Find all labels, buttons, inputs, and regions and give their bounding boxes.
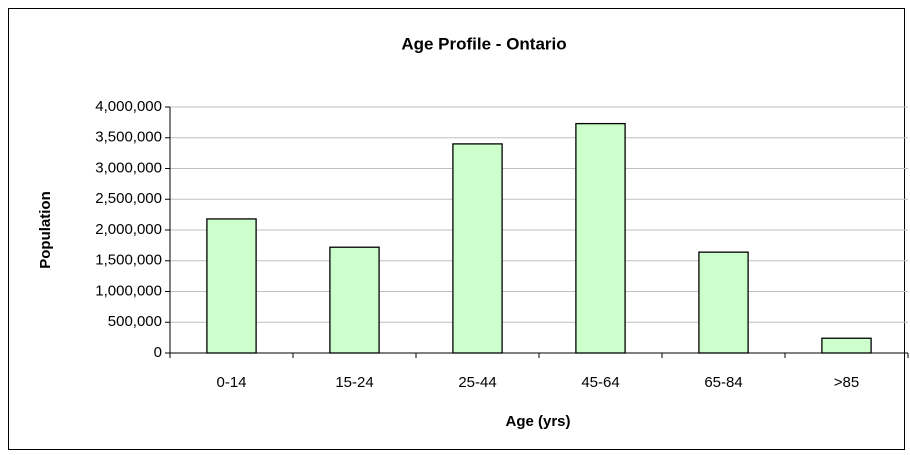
bar (206, 218, 257, 354)
x-tick-label: 25-44 (458, 374, 496, 391)
y-tick-label: 2,000,000 (95, 221, 162, 238)
chart-title: Age Profile - Ontario (401, 34, 566, 53)
bar (698, 251, 749, 354)
x-tick-label: 15-24 (335, 374, 373, 391)
y-axis-label: Population (37, 191, 54, 269)
bar (329, 246, 380, 354)
y-tick-label: 4,000,000 (95, 98, 162, 115)
y-tick-label: 3,000,000 (95, 159, 162, 176)
bar (575, 122, 626, 354)
y-tick-label: 3,500,000 (95, 129, 162, 146)
y-tick-label: 2,500,000 (95, 190, 162, 207)
y-tick-label: 1,000,000 (95, 282, 162, 299)
bar (821, 337, 872, 354)
x-tick-label: >85 (834, 374, 859, 391)
x-axis-label: Age (yrs) (505, 413, 570, 430)
x-tick-label: 0-14 (216, 374, 246, 391)
x-tick-label: 45-64 (581, 374, 619, 391)
bar (452, 143, 503, 354)
y-tick-label: 1,500,000 (95, 252, 162, 269)
y-tick-label: 0 (154, 344, 162, 361)
y-tick-label: 500,000 (108, 313, 162, 330)
x-tick-label: 65-84 (704, 374, 742, 391)
